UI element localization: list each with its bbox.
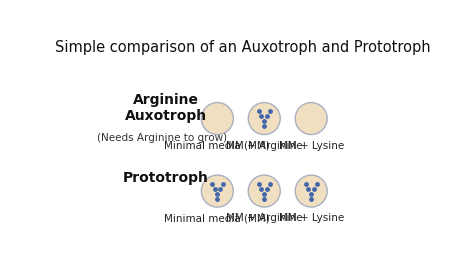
Text: Prototroph: Prototroph: [123, 171, 209, 185]
Text: MM + Arginine: MM + Arginine: [226, 214, 302, 224]
Text: (Needs Arginine to grow): (Needs Arginine to grow): [97, 133, 227, 143]
Text: MM + Arginine: MM + Arginine: [226, 141, 302, 151]
Text: Arginine
Auxotroph: Arginine Auxotroph: [125, 93, 207, 123]
Circle shape: [201, 175, 233, 207]
Text: Simple comparison of an Auxotroph and Prototroph: Simple comparison of an Auxotroph and Pr…: [55, 40, 431, 55]
Circle shape: [248, 175, 280, 207]
Circle shape: [295, 175, 327, 207]
Text: MM + Lysine: MM + Lysine: [279, 214, 344, 224]
Text: MM + Lysine: MM + Lysine: [279, 141, 344, 151]
Circle shape: [248, 102, 280, 135]
Circle shape: [201, 102, 233, 135]
Circle shape: [295, 102, 327, 135]
Text: Minimal media (MM): Minimal media (MM): [164, 141, 270, 151]
Text: Minimal media (MM): Minimal media (MM): [164, 214, 270, 224]
